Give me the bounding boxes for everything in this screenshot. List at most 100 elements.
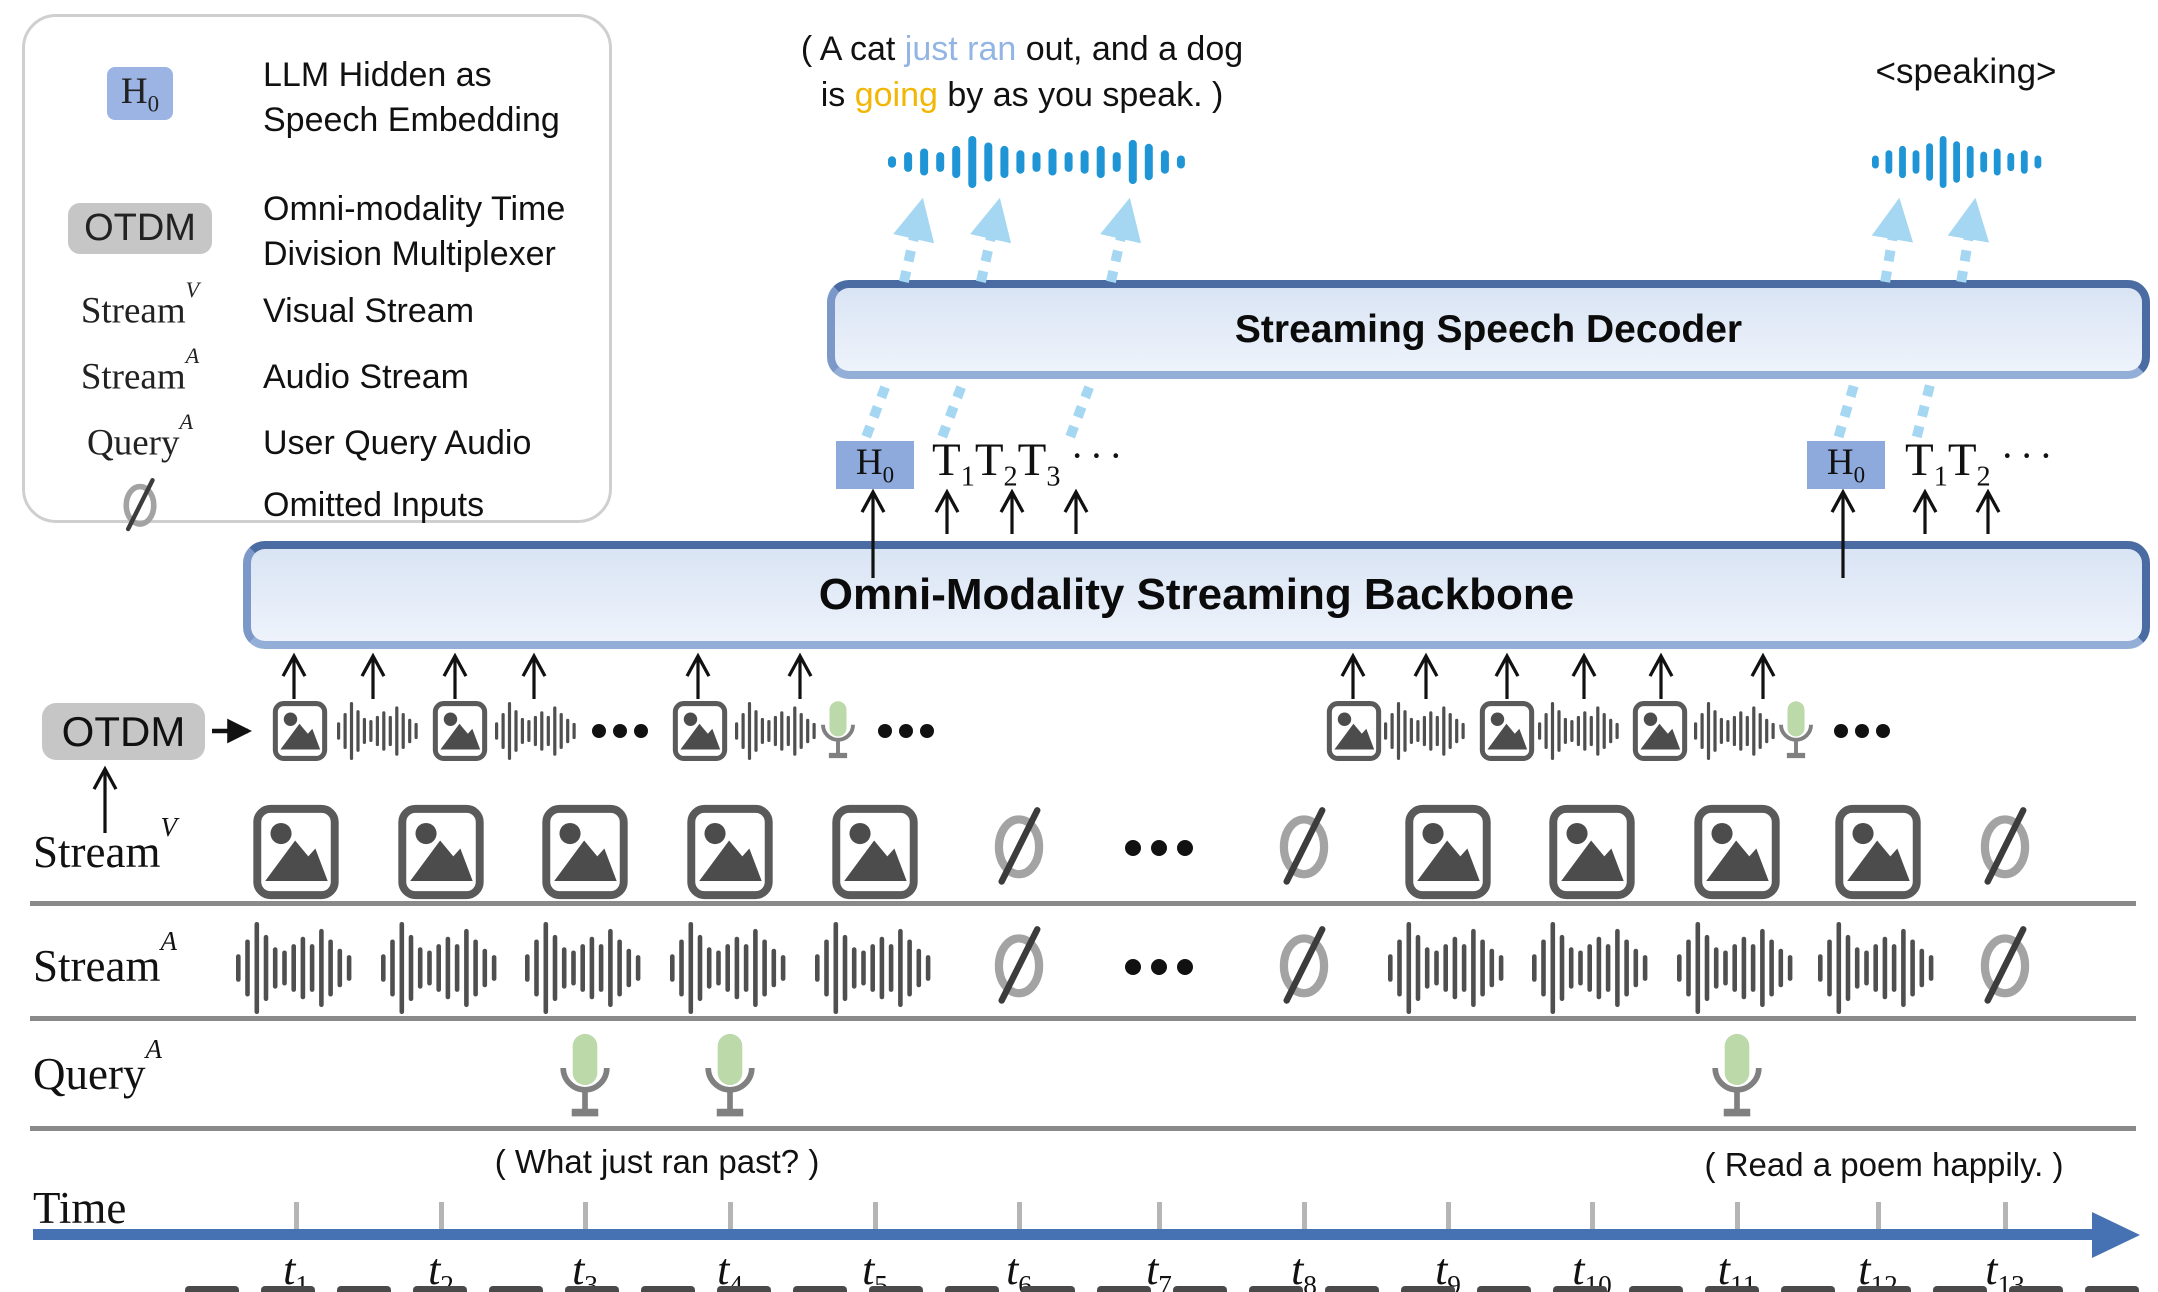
cutoff-icon-fragment: [1021, 1286, 1075, 1292]
speaking-tag: <speaking>: [1875, 52, 2057, 91]
timeline-tick-label: t5: [862, 1245, 888, 1292]
cutoff-icon-fragment: [1705, 1286, 1759, 1292]
cutoff-icon-fragment: [1173, 1286, 1227, 1292]
assistant-speech-text: ( A cat just ran out, and a dog is going…: [800, 30, 1244, 114]
audio-wave-icon: [815, 922, 935, 1019]
text-token: T1: [1905, 434, 1948, 493]
cutoff-icon-fragment: [1781, 1286, 1835, 1292]
cutoff-icon-fragment: [2085, 1286, 2139, 1292]
otdm-chip: OTDM: [68, 203, 212, 254]
audio-wave-icon: [735, 702, 819, 765]
cutoff-icon-fragment: [869, 1286, 923, 1292]
timeline-tick-label: t9: [1435, 1245, 1461, 1292]
row-divider: [30, 901, 2136, 906]
timeline-arrowhead-icon: [2092, 1212, 2140, 1258]
ellipsis-icon: [1833, 723, 1891, 744]
cutoff-icon-fragment: [1477, 1286, 1531, 1292]
legend-box: H0 LLM Hidden as Speech Embedding OTDM Om…: [22, 14, 612, 532]
ellipsis: ···: [2000, 433, 2059, 478]
image-frame-icon: [672, 700, 728, 767]
dashed-connector: [1065, 378, 1097, 439]
image-frame-icon: [397, 803, 485, 906]
timeline-axis: [33, 1229, 2098, 1240]
empty-set-icon: [988, 922, 1050, 1011]
text-token: T2: [974, 434, 1018, 493]
h0-token: H0: [836, 441, 914, 489]
audio-wave-icon: [1538, 702, 1622, 765]
cutoff-icon-fragment: [641, 1286, 695, 1292]
highlight-yellow-word: going: [854, 76, 938, 114]
timeline-tick-label: t7: [1146, 1245, 1172, 1292]
dashed-arrow-to-waveform: [1947, 197, 1990, 283]
row-divider: [30, 1016, 2136, 1021]
image-frame-icon: [831, 803, 919, 906]
cutoff-icon-fragment: [1553, 1286, 1607, 1292]
speech-waveform-icon: [1872, 136, 2048, 193]
timeline-tick-label: t13: [1985, 1245, 2025, 1292]
timeline-tick: [873, 1202, 878, 1229]
cutoff-icon-fragment: [565, 1286, 619, 1292]
cutoff-icon-fragment: [489, 1286, 543, 1292]
timeline-tick-label: t1: [283, 1245, 309, 1292]
timeline-tick: [439, 1202, 444, 1229]
legend-desc: Omitted Inputs: [263, 486, 485, 524]
legend-desc: User Query Audio: [263, 424, 532, 462]
row-label-query-audio: QueryA: [33, 1034, 162, 1099]
dashed-arrow-to-waveform: [1871, 197, 1914, 283]
otdm-box: OTDM: [42, 703, 205, 760]
audio-wave-icon: [337, 702, 421, 765]
image-frame-icon: [541, 803, 629, 906]
image-frame-icon: [252, 803, 340, 906]
dashed-connector: [937, 378, 969, 439]
h0-chip: H0: [106, 67, 174, 121]
cutoff-icon-fragment: [793, 1286, 847, 1292]
mic-icon: [556, 1032, 614, 1127]
timeline-tick-label: t11: [1717, 1245, 1757, 1292]
cutoff-icon-fragment: [945, 1286, 999, 1292]
dashed-arrow-to-waveform: [893, 197, 935, 283]
timeline-tick: [728, 1202, 733, 1229]
audio-wave-icon: [1677, 922, 1797, 1019]
timeline-tick-label: t2: [428, 1245, 454, 1292]
omni-modality-backbone-box: Omni-Modality Streaming Backbone: [243, 541, 2150, 649]
legend-desc: Audio Stream: [263, 358, 469, 396]
row-label-time: Time: [33, 1183, 127, 1233]
empty-set-icon: [1273, 922, 1335, 1011]
timeline-tick-label: t3: [572, 1245, 598, 1292]
legend-desc: Visual Stream: [263, 292, 475, 330]
timeline-tick: [294, 1202, 299, 1229]
timeline-tick: [1735, 1202, 1740, 1229]
image-frame-icon: [1404, 803, 1492, 906]
legend-desc: LLM Hidden as Speech Embedding: [263, 56, 560, 139]
ellipsis-icon: [1124, 958, 1194, 981]
cutoff-icon-fragment: [261, 1286, 315, 1292]
image-frame-icon: [1834, 803, 1922, 906]
speech-waveform-icon: [888, 136, 1193, 193]
audio-wave-icon: [1384, 702, 1468, 765]
timeline-tick-label: t10: [1572, 1245, 1612, 1292]
timeline-tick: [1876, 1202, 1881, 1229]
image-frame-icon: [1326, 700, 1382, 767]
cutoff-icon-fragment: [2009, 1286, 2063, 1292]
image-frame-icon: [1548, 803, 1636, 906]
empty-set-icon: [1974, 922, 2036, 1011]
timeline-tick: [1157, 1202, 1162, 1229]
mic-icon: [701, 1032, 759, 1127]
row-divider: [30, 1126, 2136, 1131]
decoder-label: Streaming Speech Decoder: [1234, 307, 1743, 351]
audio-wave-icon: [495, 702, 579, 765]
cutoff-icon-fragment: [1629, 1286, 1683, 1292]
query-caption-right: ( Read a poem happily. ): [1704, 1146, 2064, 1183]
timeline-tick-label: t8: [1291, 1245, 1317, 1292]
audio-wave-icon: [1532, 922, 1652, 1019]
ellipsis-icon: [591, 723, 649, 744]
empty-set-icon: [988, 803, 1050, 892]
mic-icon: [818, 700, 858, 767]
timeline-tick-label: t6: [1006, 1245, 1032, 1292]
ellipsis-icon: [877, 723, 935, 744]
text-token: T2: [1947, 434, 1991, 493]
audio-wave-icon: [525, 922, 645, 1019]
image-frame-icon: [272, 700, 328, 767]
cutoff-icon-fragment: [1097, 1286, 1151, 1292]
cutoff-icon-fragment: [185, 1286, 239, 1292]
